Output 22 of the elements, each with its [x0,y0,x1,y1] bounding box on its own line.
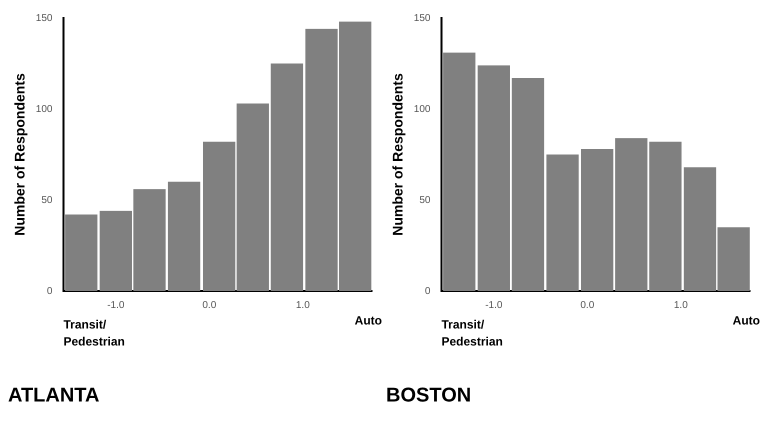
x-tick-label: 0.0 [202,300,217,311]
text: ATLANTA [8,384,100,407]
text: BOSTON [386,384,472,407]
y-tick-label: 50 [419,194,431,206]
y-tick-label: 100 [36,104,53,115]
text: Auto [354,313,382,328]
y-tick-label: 0 [424,286,431,297]
x-tick-label: 0.0 [580,300,595,311]
y-tick-label: 50 [41,194,53,206]
y-tick-label: 100 [414,104,431,115]
x-tick-label: 1.0 [674,300,688,311]
x-tick-label: -1.0 [485,300,503,311]
text: Transit/ Pedestrian [441,317,503,348]
text: Auto [732,313,760,328]
y-tick-label: 150 [36,12,53,24]
y-tick-label: 150 [414,12,431,24]
text: Transit/ Pedestrian [63,317,125,348]
y-axis-title: Number of Respondents [11,73,28,236]
y-tick-label: 0 [46,286,53,297]
x-tick-label: 1.0 [296,300,310,311]
x-tick-label: -1.0 [107,300,125,311]
y-axis-title: Number of Respondents [389,73,406,236]
